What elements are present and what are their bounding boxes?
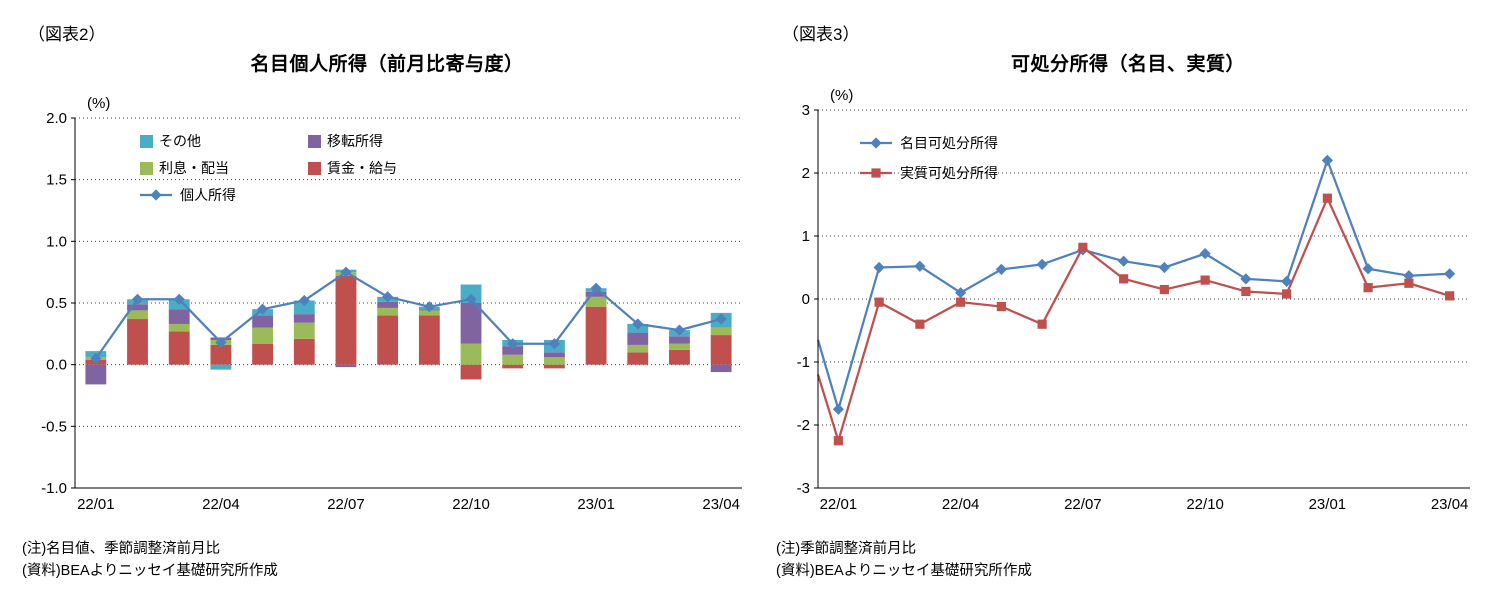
svg-text:1: 1	[802, 228, 810, 245]
figure-2-nominal-personal-income: （図表2） 名目個人所得（前月比寄与度） -1.0 -0.5 0.0 0.5 1.0 1.…	[18, 20, 756, 582]
svg-text:個人所得: 個人所得	[180, 187, 236, 203]
disposable-income-chart: -3 -2 -1 0 1 2 3 (%) 22/01 22/04 22/07 22/10 23/01 23…	[797, 87, 1470, 513]
svg-text:22/07: 22/07	[1064, 496, 1102, 513]
svg-text:-1.0: -1.0	[41, 480, 67, 497]
svg-text:-1: -1	[797, 354, 810, 371]
svg-text:3: 3	[802, 102, 810, 119]
svg-text:賃金・給与: 賃金・給与	[327, 160, 397, 176]
svg-text:0.0: 0.0	[46, 357, 67, 374]
source-line: (資料)BEAよりニッセイ基礎研究所作成	[776, 563, 1032, 579]
svg-text:2.0: 2.0	[46, 110, 67, 127]
note-line: (注)名目値、季節調整済前月比	[22, 541, 221, 557]
svg-text:0: 0	[802, 291, 810, 308]
svg-text:移転所得: 移転所得	[327, 133, 383, 149]
chart-notes: (注)名目値、季節調整済前月比 (資料)BEAよりニッセイ基礎研究所作成	[18, 538, 756, 582]
svg-text:22/07: 22/07	[327, 496, 365, 513]
svg-text:22/01: 22/01	[820, 496, 858, 513]
svg-text:その他: その他	[159, 133, 201, 149]
figure-3-disposable-income: （図表3） 可処分所得（名目、実質） -3 -2 -1 0 1 2 3 (%) 22/01 22/…	[772, 20, 1484, 582]
svg-text:22/01: 22/01	[77, 496, 115, 513]
chart-title: 可処分所得（名目、実質）	[1010, 54, 1245, 75]
svg-text:(%): (%)	[830, 87, 853, 104]
source-line: (資料)BEAよりニッセイ基礎研究所作成	[22, 563, 278, 579]
svg-text:名目可処分所得: 名目可処分所得	[900, 135, 998, 151]
svg-text:2: 2	[802, 165, 810, 182]
chart-notes: (注)季節調整済前月比 (資料)BEAよりニッセイ基礎研究所作成	[772, 538, 1484, 582]
svg-text:(%): (%)	[87, 95, 110, 112]
svg-text:0.5: 0.5	[46, 295, 67, 312]
svg-text:-0.5: -0.5	[41, 418, 67, 435]
personal-income-contribution-chart: -1.0 -0.5 0.0 0.5 1.0 1.5 2.0 (%) 22/01 22/04 22/0…	[41, 95, 742, 513]
svg-text:-3: -3	[797, 480, 810, 497]
note-line: (注)季節調整済前月比	[776, 541, 917, 557]
svg-text:22/10: 22/10	[452, 496, 490, 513]
svg-text:22/10: 22/10	[1186, 496, 1224, 513]
svg-text:-2: -2	[797, 417, 810, 434]
chart-title: 名目個人所得（前月比寄与度）	[250, 54, 524, 75]
figure-tag: （図表3）	[782, 25, 860, 44]
svg-text:23/01: 23/01	[1309, 496, 1347, 513]
svg-text:実質可処分所得: 実質可処分所得	[900, 165, 998, 181]
svg-text:23/01: 23/01	[577, 496, 615, 513]
svg-text:22/04: 22/04	[942, 496, 980, 513]
svg-text:23/04: 23/04	[702, 496, 740, 513]
svg-text:23/04: 23/04	[1431, 496, 1469, 513]
svg-text:1.5: 1.5	[46, 172, 67, 189]
svg-text:利息・配当: 利息・配当	[159, 160, 229, 176]
svg-text:1.0: 1.0	[46, 233, 67, 250]
figure-tag: （図表2）	[28, 25, 106, 44]
svg-text:22/04: 22/04	[202, 496, 240, 513]
